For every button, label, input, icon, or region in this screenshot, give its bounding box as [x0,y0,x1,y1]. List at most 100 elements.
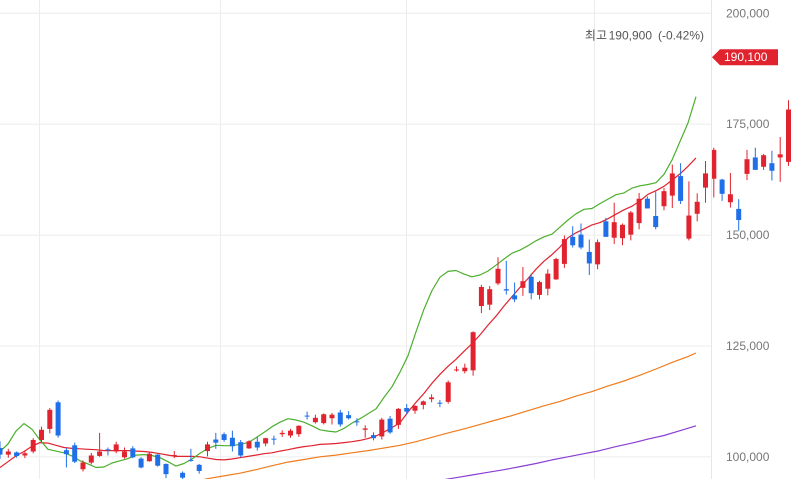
candle [470,331,476,376]
candle [620,223,625,246]
candle-body [354,421,360,423]
candle [88,452,94,465]
candle [263,437,269,447]
candle-body [628,212,634,235]
candle [180,471,186,479]
candle [146,451,152,462]
candle [752,147,758,170]
candle [113,441,119,454]
ma60-line [203,352,697,479]
candle [454,366,459,372]
current-price-tag-shape [712,49,778,66]
candle-body [138,458,144,468]
candle-body [487,289,493,305]
candle [412,405,418,414]
candle-body [769,163,775,171]
candle-body [478,286,484,307]
candle-body [279,432,285,435]
candle-body [412,405,418,411]
candle-body [395,408,401,425]
candle-body [462,367,468,372]
candle-body [379,419,385,437]
candle-body [561,239,567,264]
candle-body [14,452,20,456]
candle [63,447,69,468]
candle [188,448,194,462]
candle [105,447,111,456]
candle-body [254,441,260,448]
candle [636,192,642,230]
ma20-line [0,157,697,468]
price-axis-tick-label: 200,000 [726,6,770,20]
candle-body [180,472,186,478]
candle [238,439,244,458]
candle-body [711,149,717,179]
candle-body [694,201,700,214]
candle-body [105,449,111,451]
candle [611,202,617,244]
candle-body [196,464,202,472]
price-axis-tick-label: 175,000 [726,117,770,131]
candle [420,400,426,410]
candlesticks [0,100,791,479]
price-axis-tick-label: 125,000 [726,339,770,353]
candle-body [678,176,684,201]
candle-body [719,179,725,194]
candle-body [263,438,269,444]
candle-body [512,295,518,300]
candle [171,451,177,459]
candle-body [88,455,94,463]
candle-body [205,444,210,452]
candle-body [653,215,659,228]
candle-body [371,435,376,439]
candle [279,430,285,437]
candle-body [586,251,592,264]
candle [362,425,368,438]
candle-body [636,198,642,224]
candle [404,404,410,414]
candle-body [703,173,708,188]
candle-body [727,194,733,203]
high-marker-prefix: 최고 [585,29,607,43]
candle-body [495,268,501,284]
candle-body [0,447,3,455]
candle [644,196,650,209]
candle-body [537,282,542,295]
candle-body [163,463,169,475]
candle [246,440,252,449]
candle-body [329,414,335,419]
candle [205,441,210,457]
candle-body [545,273,551,289]
candle [346,411,352,420]
candle-body [213,439,219,443]
candle-body [620,224,625,239]
candle [47,408,53,434]
candle-body [429,397,435,400]
candle [537,280,542,300]
candle [271,435,277,445]
high-marker: 최고 190,900 (-0.42%) [585,29,704,43]
candle [288,428,293,438]
candle [736,199,742,231]
candle-body [404,408,410,412]
candle-body [470,332,476,371]
candle [97,432,103,457]
candle [429,394,435,403]
candle [595,239,601,270]
candle [337,409,343,427]
candle [686,181,692,241]
candle-body [229,437,235,447]
candle [395,408,401,429]
candle [711,147,717,198]
candle-body [238,442,244,456]
candle-body [304,415,310,417]
current-price-label: 190,100 [724,50,768,64]
candle-body [346,415,352,419]
high-marker-change: (-0.42%) [658,29,704,43]
candle [22,451,28,459]
candle-body [437,402,443,404]
candle [0,441,3,460]
candle-body [736,208,742,220]
candle [578,223,584,250]
candle-body [553,259,559,280]
